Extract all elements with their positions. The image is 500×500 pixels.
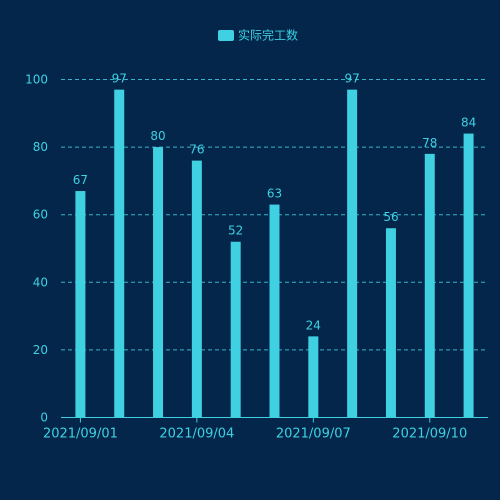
data-label: 63 xyxy=(267,187,282,201)
x-tick-label: 2021/09/10 xyxy=(392,427,467,442)
bar[interactable] xyxy=(308,336,319,418)
y-axis-tick-labels: 0 20 40 60 80 100 xyxy=(25,73,48,425)
bar[interactable] xyxy=(230,241,241,418)
y-tick-label: 0 xyxy=(40,411,48,425)
x-axis: 2021/09/01 2021/09/04 2021/09/07 2021/09/10 xyxy=(43,417,488,442)
data-label: 97 xyxy=(112,72,127,86)
bar[interactable] xyxy=(114,89,125,418)
bar[interactable] xyxy=(269,204,280,418)
x-tick-label: 2021/09/04 xyxy=(159,427,234,442)
data-label: 97 xyxy=(344,72,359,86)
legend[interactable]: 实际完工数 xyxy=(218,28,298,43)
bar[interactable] xyxy=(463,133,474,418)
x-tick-label: 2021/09/07 xyxy=(276,427,351,442)
data-label: 67 xyxy=(73,173,88,187)
data-label: 84 xyxy=(461,116,476,130)
y-tick-label: 60 xyxy=(33,208,48,222)
bar[interactable] xyxy=(153,147,164,418)
bar[interactable] xyxy=(191,160,202,418)
y-tick-label: 100 xyxy=(25,73,48,87)
y-tick-label: 80 xyxy=(33,140,48,154)
bar[interactable] xyxy=(75,191,86,418)
bar[interactable] xyxy=(347,89,358,418)
data-label: 80 xyxy=(150,129,165,143)
legend-swatch xyxy=(218,30,234,41)
x-tick-label: 2021/09/01 xyxy=(43,427,118,442)
bars xyxy=(75,89,474,418)
data-label: 52 xyxy=(228,224,243,238)
data-label: 56 xyxy=(383,210,398,224)
legend-label: 实际完工数 xyxy=(238,28,298,43)
data-label: 24 xyxy=(306,318,321,332)
data-label: 78 xyxy=(422,136,437,150)
y-tick-label: 40 xyxy=(33,275,48,289)
bar[interactable] xyxy=(385,228,396,418)
data-labels: 67 97 80 76 52 63 24 97 56 78 84 xyxy=(73,72,476,333)
data-label: 76 xyxy=(189,143,204,157)
bar[interactable] xyxy=(424,153,435,418)
y-tick-label: 20 xyxy=(33,343,48,357)
